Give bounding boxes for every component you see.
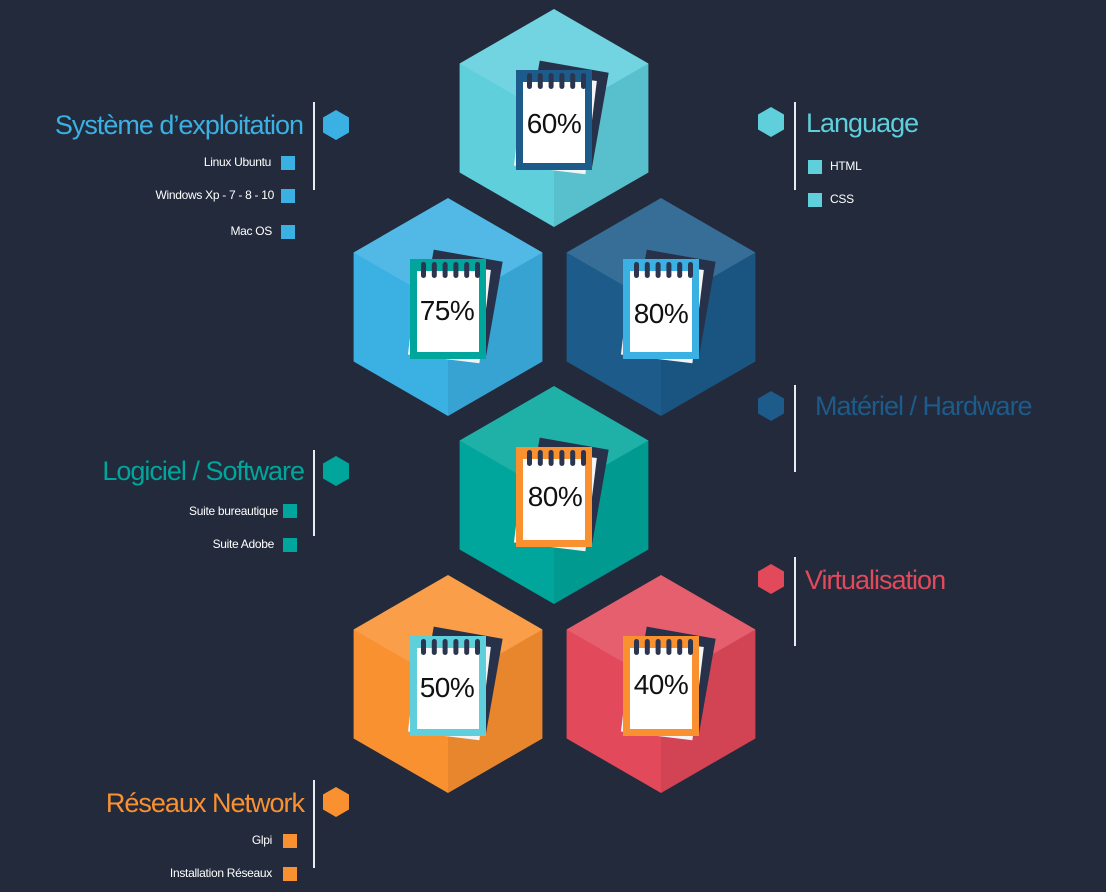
language-item-1-marker [808,160,822,174]
software-item-1-marker [283,504,297,518]
notepad-icon [620,626,716,741]
os-item-2-marker [281,189,295,203]
notepad-icon [513,437,609,552]
hex-right [566,198,756,416]
language-item-1: HTML [830,159,862,173]
virtualisation-hex-marker [758,564,784,594]
os-divider [313,102,315,190]
network-hex-marker [323,787,349,817]
network-item-1-marker [283,834,297,848]
hardware-title: Matériel / Hardware [815,391,1033,421]
language-item-2-marker [808,193,822,207]
language-divider [794,102,796,190]
hex-bottom-right-percent: 40% [633,669,689,700]
os-item-3: Mac OS [230,224,272,238]
notepad-icon [620,249,716,364]
hex-top-percent: 60% [526,108,582,139]
language-item-2: CSS [830,192,854,206]
software-item-2-marker [283,538,297,552]
network-item-1: Glpi [251,833,272,847]
os-item-2: Windows Xp - 7 - 8 - 10 [155,188,275,202]
hex-bottom-right [566,575,756,793]
notepad-icon [513,60,609,175]
software-item-2: Suite Adobe [212,537,275,551]
virtualisation-divider [794,557,796,646]
language-title: Language [806,108,919,138]
hex-top [459,9,649,227]
notepad-icon [407,249,503,364]
os-item-3-marker [281,225,295,239]
software-title: Logiciel / Software [102,456,305,486]
os-hex-marker [323,110,349,140]
network-divider [313,780,315,868]
software-item-1: Suite bureautique [189,504,278,518]
notepad-icon [407,626,503,741]
hardware-divider [794,385,796,472]
virtualisation-title: Virtualisation [805,565,946,595]
os-item-1-marker [281,156,295,170]
hex-right-percent: 80% [633,298,689,329]
os-item-1: Linux Ubuntu [203,155,271,169]
software-divider [313,450,315,536]
hex-middle-percent: 80% [527,481,583,512]
hex-bottom-left-percent: 50% [419,672,475,703]
hex-left-percent: 75% [419,295,475,326]
hex-left [353,198,543,416]
language-hex-marker [758,107,784,137]
hex-bottom-left [353,575,543,793]
hex-middle [459,386,649,604]
network-item-2: Installation Réseaux [169,866,272,880]
network-item-2-marker [283,867,297,881]
software-hex-marker [323,456,349,486]
hardware-hex-marker [758,391,784,421]
os-title: Système d’exploitation [54,110,304,140]
network-title: Réseaux Network [105,788,305,818]
